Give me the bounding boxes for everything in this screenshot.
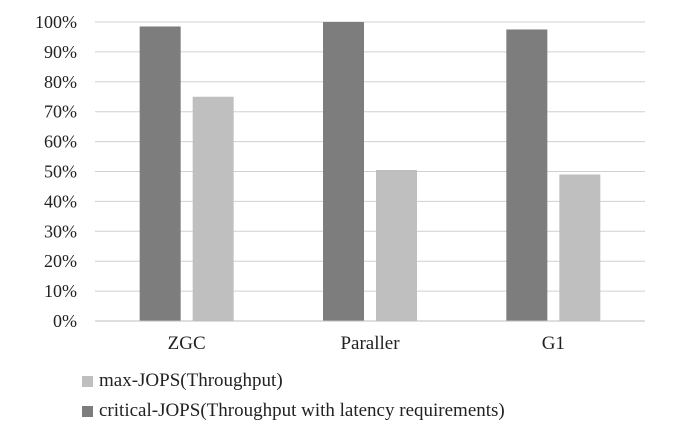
bar-max-jops-paraller (376, 170, 417, 321)
y-axis-tick-labels: 0% 10% 20% 30% 40% 50% 60% 70% 80% 90% 100% (35, 12, 77, 331)
legend-swatch-critical-jops (82, 406, 93, 417)
y-tick-label: 70% (44, 102, 77, 122)
y-tick-label: 10% (44, 281, 77, 301)
y-tick-label: 50% (44, 162, 77, 182)
legend-swatch-max-jops (82, 376, 93, 387)
bar-critical-jops-zgc (140, 26, 181, 321)
x-axis-category-labels: ZGC Paraller G1 (168, 333, 565, 354)
legend-label-max-jops: max-JOPS(Throughput) (99, 370, 283, 392)
bar-max-jops-g1 (559, 174, 600, 321)
y-tick-label: 30% (44, 221, 77, 241)
y-tick-label: 40% (44, 191, 77, 211)
legend-label-critical-jops: critical-JOPS(Throughput with latency re… (99, 400, 505, 422)
legend-item-max-jops: max-JOPS(Throughput) (82, 366, 505, 396)
legend-item-critical-jops: critical-JOPS(Throughput with latency re… (82, 396, 505, 426)
y-tick-label: 80% (44, 72, 77, 92)
x-category-label: Paraller (340, 333, 400, 354)
legend: max-JOPS(Throughput) critical-JOPS(Throu… (82, 366, 505, 426)
bar-max-jops-zgc (193, 97, 234, 321)
bar-critical-jops-paraller (323, 22, 364, 321)
y-tick-label: 60% (44, 132, 77, 152)
bar-chart: 0% 10% 20% 30% 40% 50% 60% 70% 80% 90% 100% ZGC Par… (0, 0, 675, 360)
y-tick-label: 20% (44, 251, 77, 271)
y-tick-label: 0% (53, 311, 77, 331)
x-category-label: ZGC (168, 333, 206, 354)
y-tick-label: 90% (44, 42, 77, 62)
y-tick-label: 100% (35, 12, 77, 32)
bar-critical-jops-g1 (506, 29, 547, 321)
x-category-label: G1 (542, 333, 565, 354)
